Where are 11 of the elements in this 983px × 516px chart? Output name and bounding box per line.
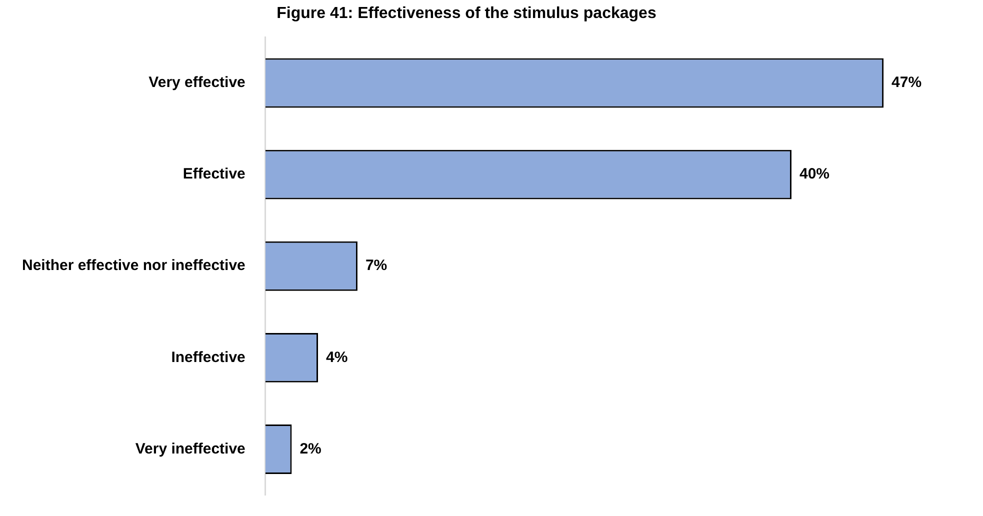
y-tick-label: Very ineffective <box>135 440 246 458</box>
y-tick-label: Neither effective nor ineffective <box>22 257 246 274</box>
y-tick-label: Very effective <box>148 74 246 92</box>
chart-title: Figure 41: Effectiveness of the stimulus packages <box>276 5 656 22</box>
y-tick-label: Ineffective <box>171 348 246 366</box>
data-label: 2% <box>300 440 322 458</box>
y-tick-label: Effective <box>182 166 246 183</box>
data-label: 4% <box>326 348 348 366</box>
data-label: 47% <box>892 74 922 92</box>
data-label: 40% <box>799 166 830 183</box>
data-label: 7% <box>365 257 388 274</box>
